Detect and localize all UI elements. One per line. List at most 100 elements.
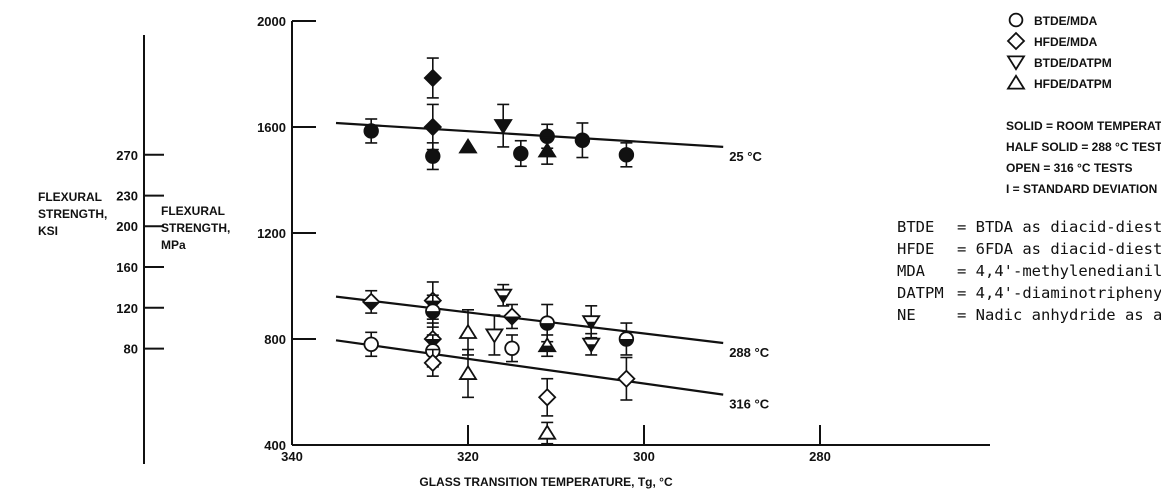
ksi-tick-label: 160 xyxy=(116,260,138,275)
marker-diamond xyxy=(617,369,636,389)
ksi-axis: 80 120 160 200 230 270 xyxy=(116,35,164,464)
legend-label: HFDE/DATPM xyxy=(1034,77,1112,91)
data-point-triangle-down xyxy=(493,283,513,307)
abbr-term: NE xyxy=(897,306,916,324)
abbr-term: HFDE xyxy=(897,240,934,258)
ksi-tick-label: 80 xyxy=(124,342,138,357)
y-tick-label: 1200 xyxy=(257,226,286,241)
marker-half-fill xyxy=(498,295,508,303)
legend-entry: BTDE/DATPM xyxy=(1006,55,1112,71)
fit-line xyxy=(335,339,724,396)
abbr-meaning: = 4,4'-methylenedianiline xyxy=(957,262,1161,280)
data-point-triangle-up xyxy=(458,137,478,154)
data-point-diamond xyxy=(617,356,636,401)
x-tick-label: 320 xyxy=(457,449,479,464)
data-point-circle xyxy=(425,294,441,328)
data-point-diamond xyxy=(537,377,557,417)
marker-half-fill xyxy=(363,301,380,310)
x-ticks: 340 320 300 280 xyxy=(281,425,831,464)
legend-entry: HFDE/DATPM xyxy=(1006,74,1112,91)
marker-triangle-down xyxy=(484,328,505,344)
data-point-circle xyxy=(513,139,529,168)
data-point-triangle-up xyxy=(458,348,478,399)
marker-triangle-up xyxy=(458,323,478,339)
legend: BTDE/MDA HFDE/MDA BTDE/DATPM HFDE/DATPM SOLI… xyxy=(1006,12,1161,196)
abbr-meaning: = BTDA as diacid-diester xyxy=(957,218,1161,236)
abbreviation-key: BTDE = BTDA as diacid-diester HFDE = 6FDA a… xyxy=(897,218,1161,324)
fit-line xyxy=(335,295,724,345)
data-point-circle xyxy=(425,142,441,171)
ksi-tick-label: 230 xyxy=(116,189,138,204)
data-point-circle xyxy=(539,303,555,343)
marker-circle xyxy=(513,145,529,162)
marker-diamond xyxy=(423,353,443,373)
x-axis-title: GLASS TRANSITION TEMPERATURE, Tg, °C xyxy=(419,475,673,489)
data-point-circle xyxy=(363,331,379,358)
legend-note: HALF SOLID = 288 °C TESTS xyxy=(1006,140,1161,154)
marker-triangle-down xyxy=(493,119,513,135)
x-axis: 340 320 300 280 xyxy=(281,425,990,464)
marker-half-fill xyxy=(504,316,520,325)
marker-circle xyxy=(363,123,379,139)
data-point-circle xyxy=(618,142,635,168)
y-axis-title-line2: STRENGTH, xyxy=(161,221,230,235)
y-axis-title-line3: MPa xyxy=(161,238,186,252)
legend-triangle-down-icon xyxy=(1006,55,1026,71)
data-point-diamond xyxy=(423,348,443,377)
y-axis-title: FLEXURAL STRENGTH, MPa xyxy=(161,204,230,252)
legend-label: BTDE/MDA xyxy=(1034,14,1098,28)
marker-half-fill xyxy=(619,339,634,346)
marker-diamond xyxy=(423,117,443,137)
legend-entry: HFDE/MDA xyxy=(1006,31,1098,51)
data-points xyxy=(361,57,636,445)
ksi-axis-title-line3: KSI xyxy=(38,224,58,238)
y-tick-label: 400 xyxy=(264,438,286,453)
marker-circle xyxy=(363,336,379,353)
y-axis-title-line1: FLEXURAL xyxy=(161,204,225,218)
x-tick-label: 280 xyxy=(809,449,831,464)
marker-circle xyxy=(425,148,441,164)
abbr-meaning: = 6FDA as diacid-diester xyxy=(957,240,1161,258)
fit-line-label: 288 °C xyxy=(729,345,770,360)
fit-line-label: 25 °C xyxy=(729,149,762,164)
y-axis: 400 800 1200 1600 2000 xyxy=(257,14,316,453)
ksi-axis-title-line1: FLEXURAL xyxy=(38,190,102,204)
marker-half-fill xyxy=(586,321,596,329)
data-point-diamond xyxy=(502,303,522,330)
ksi-ticks: 80 120 160 200 230 270 xyxy=(116,148,164,357)
data-point-triangle-up xyxy=(537,334,557,358)
marker-circle xyxy=(504,340,520,356)
data-point-circle xyxy=(504,334,520,363)
legend-note: I = STANDARD DEVIATION xyxy=(1006,182,1157,196)
y-tick-label: 2000 xyxy=(257,14,286,29)
marker-diamond xyxy=(537,388,557,407)
marker-half-fill xyxy=(540,323,554,330)
abbr-meaning: = 4,4'-diaminotriphenylmethane xyxy=(957,284,1161,302)
data-point-circle xyxy=(618,322,635,356)
legend-circle-icon xyxy=(1008,12,1024,28)
data-point-triangle-down xyxy=(493,103,513,148)
marker-circle xyxy=(574,132,591,148)
data-point-circle xyxy=(363,118,379,144)
abbr-meaning: = Nadic anhydride as acid-ester xyxy=(957,306,1161,324)
y-tick-label: 1600 xyxy=(257,120,286,135)
x-tick-label: 340 xyxy=(281,449,303,464)
legend-label: HFDE/MDA xyxy=(1034,35,1098,49)
marker-half-fill xyxy=(426,311,440,318)
fit-lines: 25 °C 288 °C 316 °C xyxy=(335,121,770,412)
marker-triangle-up xyxy=(458,137,478,154)
legend-diamond-icon xyxy=(1006,31,1026,51)
marker-triangle-up xyxy=(458,364,478,380)
data-point-triangle-down xyxy=(484,314,505,356)
fit-line-label: 316 °C xyxy=(729,397,770,412)
data-point-circle xyxy=(574,122,591,159)
legend-entry: BTDE/MDA xyxy=(1008,12,1098,28)
ksi-axis-title: FLEXURAL STRENGTH, KSI xyxy=(38,190,107,238)
legend-note: OPEN = 316 °C TESTS xyxy=(1006,161,1133,175)
x-tick-label: 300 xyxy=(633,449,655,464)
abbr-term: BTDE xyxy=(897,218,934,236)
marker-triangle-up xyxy=(537,141,557,158)
marker-triangle-up xyxy=(537,424,557,440)
y-ticks: 400 800 1200 1600 2000 xyxy=(257,14,316,453)
